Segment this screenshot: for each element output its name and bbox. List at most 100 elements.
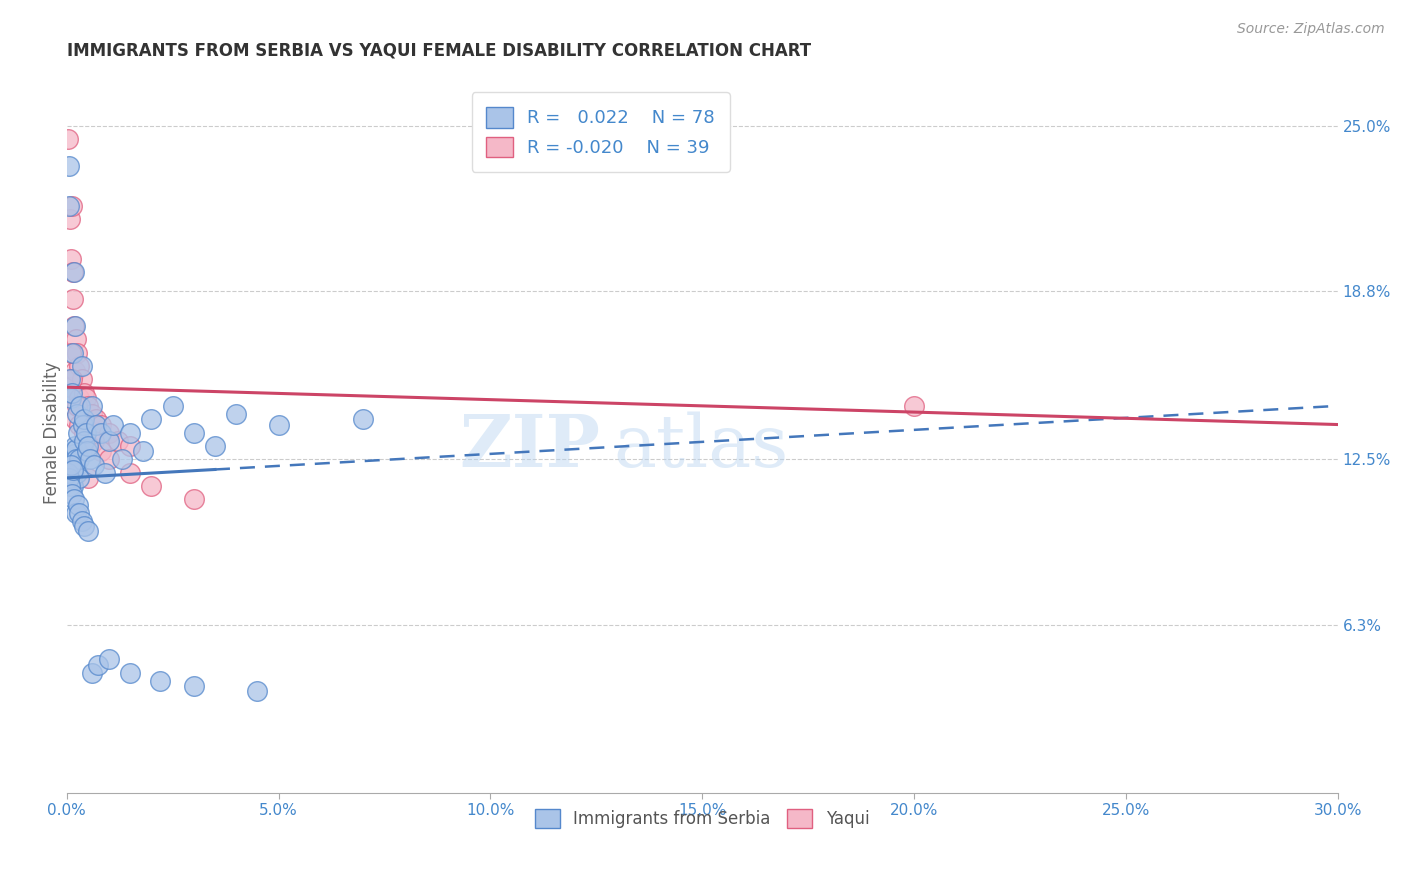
- Point: [65, 506, 87, 520]
- Point: [60, 199, 83, 213]
- Point: [60, 385, 83, 400]
- Point: [86, 412, 108, 426]
- Point: [111, 452, 134, 467]
- Point: [62, 479, 84, 493]
- Point: [225, 407, 247, 421]
- Point: [103, 417, 125, 432]
- Point: [59, 345, 82, 359]
- Point: [72, 417, 94, 432]
- Point: [65, 332, 87, 346]
- Point: [98, 452, 121, 467]
- Point: [58, 471, 80, 485]
- Point: [120, 665, 142, 680]
- Point: [56, 452, 79, 467]
- Point: [62, 265, 84, 279]
- Point: [83, 458, 105, 472]
- Point: [67, 391, 90, 405]
- Point: [75, 425, 97, 440]
- Point: [352, 412, 374, 426]
- Point: [141, 479, 163, 493]
- Point: [58, 199, 80, 213]
- Point: [66, 345, 89, 359]
- Point: [56, 132, 79, 146]
- Point: [67, 359, 90, 373]
- Point: [59, 468, 82, 483]
- Point: [86, 417, 108, 432]
- Point: [63, 318, 86, 333]
- Point: [60, 487, 83, 501]
- Point: [72, 425, 94, 440]
- Point: [120, 466, 142, 480]
- Point: [76, 471, 98, 485]
- Point: [62, 458, 84, 472]
- Point: [87, 657, 110, 672]
- Point: [70, 359, 93, 373]
- Point: [59, 380, 82, 394]
- Point: [60, 455, 83, 469]
- Point: [76, 439, 98, 453]
- Point: [107, 434, 129, 448]
- Point: [76, 399, 98, 413]
- Point: [65, 442, 87, 456]
- Point: [72, 519, 94, 533]
- Point: [66, 399, 89, 413]
- Point: [72, 385, 94, 400]
- Point: [62, 292, 84, 306]
- Point: [63, 463, 86, 477]
- Point: [67, 425, 90, 440]
- Point: [73, 434, 96, 448]
- Point: [66, 407, 89, 421]
- Point: [66, 466, 89, 480]
- Point: [63, 447, 86, 461]
- Point: [120, 439, 142, 453]
- Point: [58, 159, 80, 173]
- Point: [79, 439, 101, 453]
- Point: [62, 444, 84, 458]
- Point: [58, 466, 80, 480]
- Point: [59, 463, 82, 477]
- Point: [90, 425, 112, 440]
- Point: [90, 417, 112, 432]
- Point: [67, 471, 90, 485]
- Point: [162, 399, 184, 413]
- Point: [82, 665, 104, 680]
- Point: [72, 412, 94, 426]
- Point: [70, 372, 93, 386]
- Point: [59, 252, 82, 267]
- Point: [76, 524, 98, 539]
- Point: [246, 684, 269, 698]
- Point: [75, 391, 97, 405]
- Point: [62, 345, 84, 359]
- Point: [59, 212, 82, 227]
- Point: [183, 492, 205, 507]
- Point: [59, 479, 82, 493]
- Point: [59, 391, 82, 405]
- Point: [66, 498, 89, 512]
- Point: [59, 458, 82, 472]
- Point: [90, 444, 112, 458]
- Point: [183, 425, 205, 440]
- Point: [58, 385, 80, 400]
- Point: [59, 372, 82, 386]
- Point: [83, 434, 105, 448]
- Point: [56, 471, 79, 485]
- Point: [63, 412, 86, 426]
- Point: [98, 652, 121, 666]
- Point: [267, 417, 290, 432]
- Point: [149, 673, 172, 688]
- Point: [903, 399, 925, 413]
- Point: [82, 407, 104, 421]
- Point: [69, 399, 91, 413]
- Point: [59, 458, 82, 472]
- Point: [60, 372, 83, 386]
- Point: [67, 452, 90, 467]
- Point: [79, 452, 101, 467]
- Point: [132, 444, 155, 458]
- Point: [70, 514, 93, 528]
- Y-axis label: Female Disability: Female Disability: [44, 361, 60, 504]
- Point: [76, 444, 98, 458]
- Point: [94, 466, 117, 480]
- Point: [98, 425, 121, 440]
- Point: [65, 460, 87, 475]
- Point: [63, 364, 86, 378]
